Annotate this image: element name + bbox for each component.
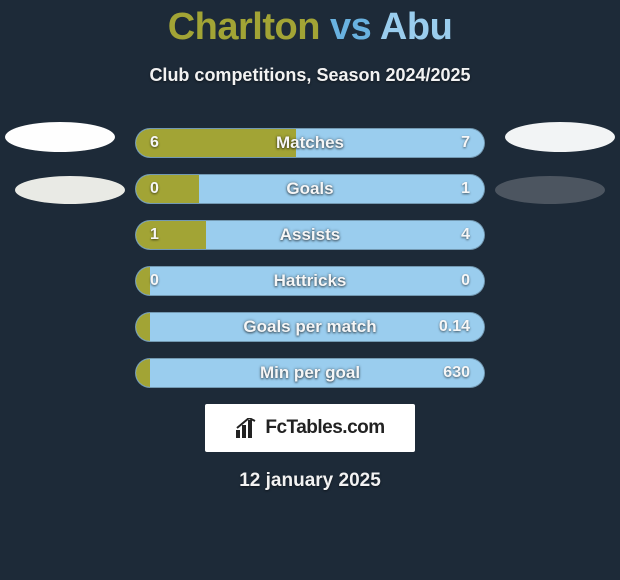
- footer-brand-text: FcTables.com: [265, 417, 384, 439]
- stat-label: Min per goal: [136, 359, 484, 387]
- stat-value-left: 0: [150, 175, 159, 203]
- stat-value-left: 1: [150, 221, 159, 249]
- stat-value-right: 1: [461, 175, 470, 203]
- team-oval: [505, 122, 615, 152]
- stat-value-right: 0.14: [439, 313, 470, 341]
- stat-label: Goals per match: [136, 313, 484, 341]
- team-oval: [5, 122, 115, 152]
- chart-icon: [235, 418, 259, 438]
- stat-label: Matches: [136, 129, 484, 157]
- team-oval: [495, 176, 605, 204]
- page-title: Charlton vs Abu: [0, 0, 620, 49]
- subtitle: Club competitions, Season 2024/2025: [0, 65, 620, 86]
- title-player1: Charlton: [168, 6, 320, 48]
- stat-value-right: 7: [461, 129, 470, 157]
- stat-value-left: 6: [150, 129, 159, 157]
- team-oval: [15, 176, 125, 204]
- title-vs: vs: [330, 6, 371, 48]
- stat-label: Hattricks: [136, 267, 484, 295]
- title-player2: Abu: [380, 6, 452, 48]
- stat-value-left: 0: [150, 267, 159, 295]
- date-line: 12 january 2025: [0, 470, 620, 492]
- stat-row: Matches6 7: [135, 128, 485, 158]
- stat-row: Min per goal630: [135, 358, 485, 388]
- stats-bars: Matches67Goals01Assists14Hattricks00Goal…: [135, 128, 485, 388]
- stat-row: Hattricks0 0: [135, 266, 485, 296]
- stat-label: Assists: [136, 221, 484, 249]
- stat-row: Goals per match0.14: [135, 312, 485, 342]
- stat-row: Goals0 1: [135, 174, 485, 204]
- stat-label: Goals: [136, 175, 484, 203]
- stat-value-right: 630: [443, 359, 470, 387]
- stat-value-right: 0: [461, 267, 470, 295]
- stat-value-right: 4: [461, 221, 470, 249]
- footer-logo: FcTables.com: [205, 404, 415, 452]
- stat-row: Assists1 4: [135, 220, 485, 250]
